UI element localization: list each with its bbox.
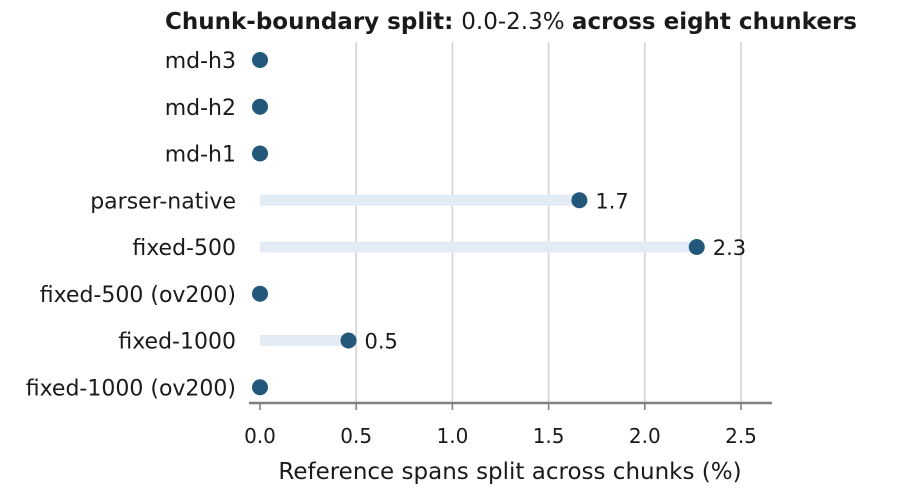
data-label-6: 0.5 [365, 330, 398, 354]
chart-title: Chunk-boundary split: 0.0-2.3% across ei… [165, 9, 857, 35]
y-tick-label-3: parser-native [90, 189, 236, 214]
point-5 [252, 285, 268, 302]
title-part-2: across eight chunkers [572, 9, 857, 35]
y-tick-label-1: md-h2 [165, 96, 236, 121]
x-tick-label-0: 0.0 [244, 424, 276, 448]
x-tick-label-5: 2.5 [725, 424, 757, 448]
y-tick-label-5: fixed-500 (ov200) [40, 283, 236, 308]
point-0 [252, 52, 268, 68]
data-labels: 1.7 2.3 0.5 [365, 189, 747, 353]
point-6 [340, 332, 357, 349]
stems [260, 194, 697, 346]
point-3 [571, 192, 588, 209]
data-points [252, 52, 705, 396]
point-2 [252, 145, 268, 162]
point-7 [252, 379, 268, 396]
x-tick-label-2: 1.0 [436, 424, 468, 448]
data-label-3: 1.7 [595, 189, 628, 213]
y-tick-label-4: fixed-500 [132, 236, 236, 261]
grid-lines [355, 42, 742, 403]
y-tick-label-0: md-h3 [165, 49, 236, 74]
x-axis-label: Reference spans split across chunks (%) [278, 459, 741, 485]
title-part-0: Chunk-boundary split: [165, 9, 461, 35]
point-4 [688, 239, 705, 255]
data-label-4: 2.3 [713, 236, 746, 260]
y-tick-label-2: md-h1 [165, 143, 236, 168]
x-tick-label-3: 1.5 [533, 424, 565, 448]
x-tick-label-4: 2.0 [629, 424, 661, 448]
y-tick-labels: md-h3 md-h2 md-h1 parser-native fixed-500 fix… [26, 49, 236, 401]
y-tick-label-7: fixed-1000 (ov200) [26, 376, 236, 401]
point-1 [252, 98, 268, 115]
x-tick-label-1: 0.5 [340, 424, 372, 448]
x-ticks: 0.0 0.5 1.0 1.5 2.0 2.5 [244, 403, 757, 448]
y-tick-label-6: fixed-1000 [118, 330, 236, 355]
title-part-1: 0.0-2.3% [461, 9, 572, 35]
